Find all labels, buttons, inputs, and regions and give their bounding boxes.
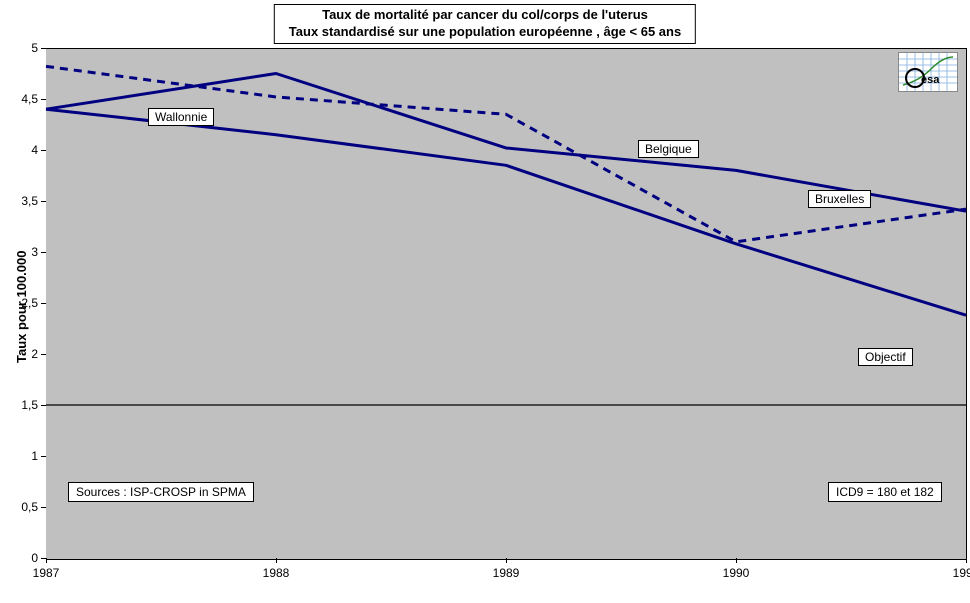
x-tick-mark bbox=[736, 558, 737, 563]
y-tick-mark bbox=[41, 507, 46, 508]
y-tick-label: 1,5 bbox=[0, 398, 38, 412]
chart-container: Taux de mortalité par cancer du col/corp… bbox=[0, 0, 970, 603]
chart-title-line1: Taux de mortalité par cancer du col/corp… bbox=[289, 7, 681, 24]
y-tick-label: 2,5 bbox=[0, 296, 38, 310]
y-tick-mark bbox=[41, 99, 46, 100]
logo-icon: esa bbox=[898, 52, 958, 92]
y-tick-mark bbox=[41, 354, 46, 355]
chart-title-line2: Taux standardisé sur une population euro… bbox=[289, 24, 681, 41]
y-tick-mark bbox=[41, 303, 46, 304]
y-tick-mark bbox=[41, 405, 46, 406]
source-box: Sources : ISP-CROSP in SPMA bbox=[68, 482, 254, 502]
series-label-objectif: Objectif bbox=[858, 348, 913, 366]
x-tick-label: 1989 bbox=[493, 566, 520, 580]
y-tick-label: 2 bbox=[0, 347, 38, 361]
x-tick-label: 1988 bbox=[263, 566, 290, 580]
x-tick-mark bbox=[46, 558, 47, 563]
series-label-wallonnie: Wallonnie bbox=[148, 108, 214, 126]
y-tick-label: 3 bbox=[0, 245, 38, 259]
x-tick-mark bbox=[276, 558, 277, 563]
x-tick-mark bbox=[966, 558, 967, 563]
y-tick-mark bbox=[41, 48, 46, 49]
y-tick-mark bbox=[41, 456, 46, 457]
y-tick-label: 4 bbox=[0, 143, 38, 157]
y-tick-label: 3,5 bbox=[0, 194, 38, 208]
x-tick-label: 1991 bbox=[953, 566, 970, 580]
y-tick-mark bbox=[41, 252, 46, 253]
y-tick-mark bbox=[41, 150, 46, 151]
y-tick-label: 1 bbox=[0, 449, 38, 463]
x-tick-label: 1987 bbox=[33, 566, 60, 580]
y-tick-label: 0,5 bbox=[0, 500, 38, 514]
icd-box: ICD9 = 180 et 182 bbox=[828, 482, 942, 502]
svg-text:esa: esa bbox=[921, 74, 940, 86]
chart-title-box: Taux de mortalité par cancer du col/corp… bbox=[274, 4, 696, 44]
y-tick-mark bbox=[41, 201, 46, 202]
y-tick-label: 0 bbox=[0, 551, 38, 565]
y-tick-label: 4,5 bbox=[0, 92, 38, 106]
x-tick-label: 1990 bbox=[723, 566, 750, 580]
x-tick-mark bbox=[506, 558, 507, 563]
series-label-bruxelles: Bruxelles bbox=[808, 190, 871, 208]
series-label-belgique: Belgique bbox=[638, 140, 699, 158]
y-tick-label: 5 bbox=[0, 41, 38, 55]
